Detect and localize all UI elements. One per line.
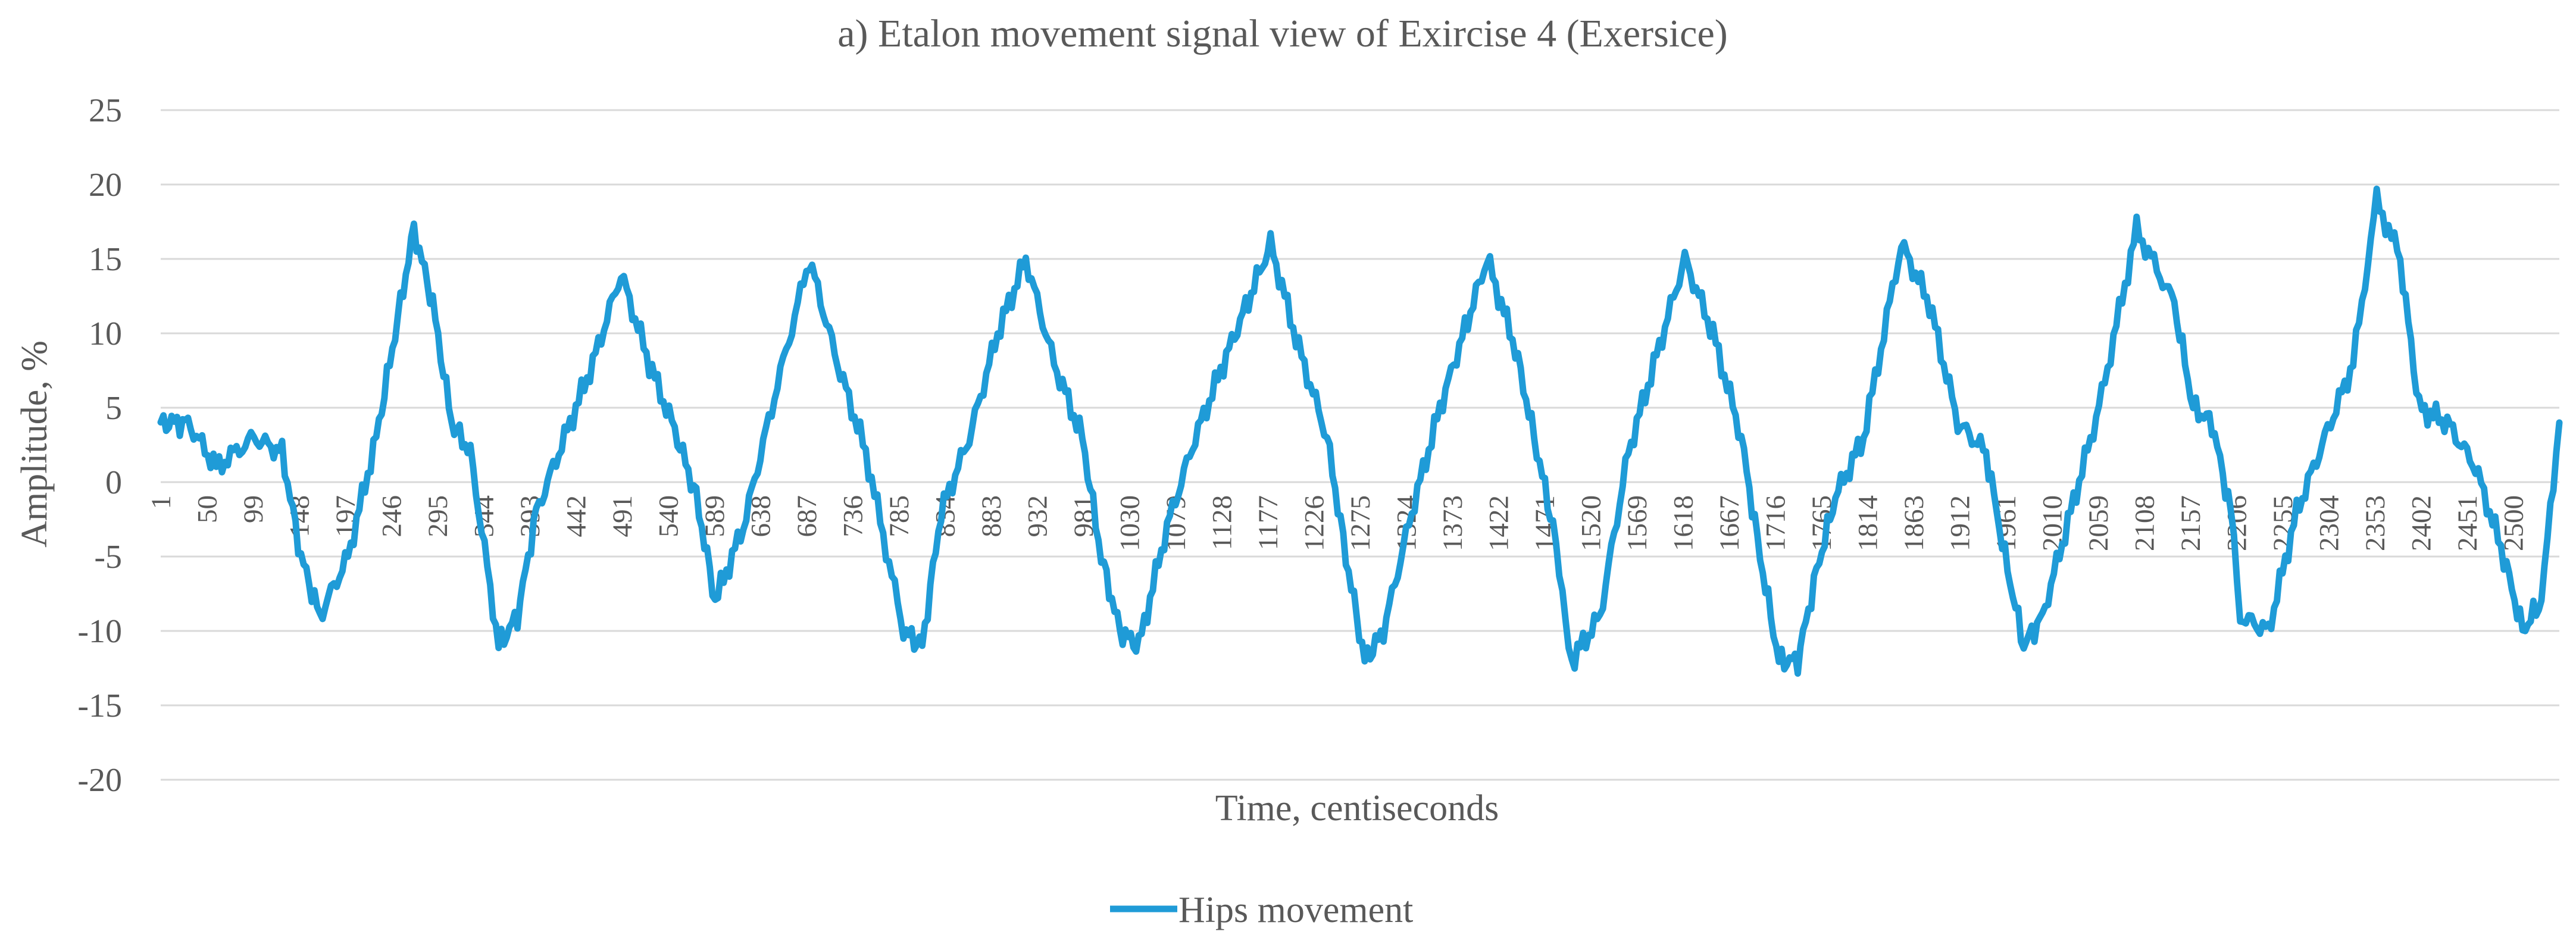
x-tick-label: 1912 xyxy=(1945,495,1976,551)
x-tick-label: 491 xyxy=(607,495,638,537)
x-tick-label: 1128 xyxy=(1207,495,1238,550)
x-tick-label: 1814 xyxy=(1853,495,1884,551)
x-tick-label: 1177 xyxy=(1253,495,1284,550)
x-tick-label: 50 xyxy=(192,495,223,523)
x-tick-label: 246 xyxy=(377,495,408,537)
y-axis-ticks: 25 20 15 10 5 0 -5 -10 -15 -20 xyxy=(77,92,122,799)
x-tick-label: 2402 xyxy=(2406,495,2437,551)
y-tick-label: 25 xyxy=(89,92,122,129)
y-tick-label: 15 xyxy=(89,241,122,278)
x-tick-label: 736 xyxy=(838,495,869,537)
x-tick-label: 99 xyxy=(238,495,269,523)
x-tick-label: 883 xyxy=(976,495,1007,537)
x-tick-label: 1226 xyxy=(1299,495,1330,551)
x-tick-label: 1520 xyxy=(1576,495,1607,551)
chart-title: a) Etalon movement signal view of Exirci… xyxy=(837,12,1727,55)
y-tick-label: -15 xyxy=(77,687,122,724)
legend-label: Hips movement xyxy=(1178,890,1413,930)
x-tick-label: 1275 xyxy=(1345,495,1376,551)
x-tick-label: 1373 xyxy=(1437,495,1468,551)
y-tick-label: 5 xyxy=(105,390,122,427)
y-tick-label: 10 xyxy=(89,315,122,352)
x-tick-label: 2353 xyxy=(2360,495,2391,551)
x-tick-label: 1569 xyxy=(1622,495,1653,551)
x-tick-label: 932 xyxy=(1023,495,1053,537)
x-tick-label: 540 xyxy=(654,495,684,537)
grid-layer xyxy=(161,109,2559,781)
x-tick-label: 442 xyxy=(561,495,592,537)
x-tick-label: 785 xyxy=(884,495,915,537)
y-tick-label: -5 xyxy=(94,539,122,576)
x-axis-ticks: 1 50 99 148 197 246 295 344 393 442 491 540 589 638 68… xyxy=(146,495,2530,551)
x-tick-label: 2500 xyxy=(2499,495,2530,551)
x-tick-label: 2157 xyxy=(2175,495,2206,551)
x-tick-label: 1 xyxy=(146,495,177,510)
x-tick-label: 1667 xyxy=(1714,495,1745,551)
x-tick-label: 687 xyxy=(792,495,823,537)
x-tick-label: 1863 xyxy=(1899,495,1930,551)
x-tick-label: 1716 xyxy=(1761,495,1792,551)
y-tick-label: -10 xyxy=(77,613,122,650)
y-axis-label: Amplitude, % xyxy=(14,340,55,548)
x-tick-label: 2304 xyxy=(2314,495,2345,551)
x-axis-label: Time, centiseconds xyxy=(1215,788,1499,829)
x-tick-label: 2059 xyxy=(2083,495,2114,551)
y-tick-label: -20 xyxy=(77,762,122,799)
series-line-hips-movement xyxy=(157,185,2563,677)
y-tick-label: 20 xyxy=(89,167,122,204)
y-tick-label: 0 xyxy=(105,464,122,501)
x-tick-label: 1618 xyxy=(1668,495,1699,551)
legend: Hips movement xyxy=(1110,890,1413,930)
x-tick-label: 295 xyxy=(423,495,454,537)
x-tick-label: 2108 xyxy=(2130,495,2161,551)
x-tick-label: 1422 xyxy=(1484,495,1515,551)
x-tick-label: 2451 xyxy=(2452,495,2483,551)
x-tick-label: 1030 xyxy=(1115,495,1146,551)
